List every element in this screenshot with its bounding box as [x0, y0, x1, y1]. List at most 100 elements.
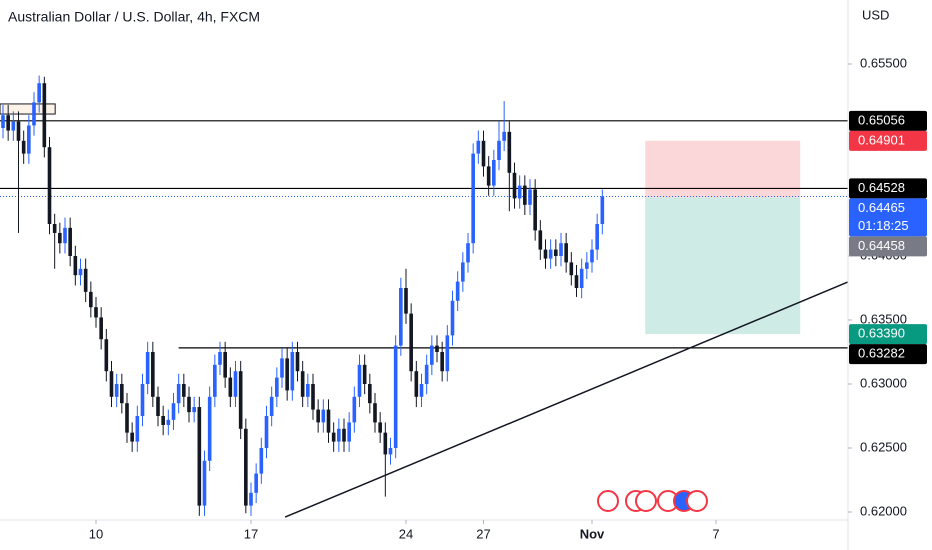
candle-body — [321, 409, 326, 423]
candle-body — [383, 432, 388, 455]
candle-body — [233, 371, 238, 397]
price-tag — [849, 344, 927, 365]
event-icon[interactable] — [635, 490, 657, 512]
price-tag — [849, 178, 927, 199]
candle-body — [362, 364, 367, 384]
price-tag — [849, 110, 927, 131]
candle-body — [388, 448, 393, 455]
price-tag-label: 0.65056 — [858, 112, 905, 127]
price-tag-label: 0.64528 — [858, 180, 905, 195]
y-tick-label: 0.62000 — [860, 503, 907, 518]
price-tag-label: 0.63282 — [858, 346, 905, 361]
candle-body — [419, 384, 424, 397]
x-tick-label: Nov — [580, 526, 605, 541]
candle-body — [352, 396, 357, 423]
y-tick-label: 0.63500 — [860, 311, 907, 326]
price-tag-label: 0.64465 — [858, 200, 905, 215]
candle-body — [42, 83, 47, 148]
candle-body — [182, 384, 186, 397]
candle-body — [290, 352, 295, 391]
candle-body — [73, 256, 78, 276]
candle-body — [218, 352, 222, 365]
countdown-label: 01:18:25 — [858, 218, 909, 233]
candle-body — [11, 121, 16, 131]
candle-body — [579, 268, 584, 288]
candle-body — [156, 396, 160, 416]
candle-body — [300, 371, 305, 397]
price-tag-label: 0.63390 — [858, 326, 905, 341]
candle-body — [585, 262, 589, 269]
plot-area — [0, 75, 849, 518]
candle-body — [254, 473, 258, 493]
candle-body — [130, 432, 134, 442]
x-tick-label: 7 — [712, 526, 719, 541]
event-icon[interactable] — [597, 490, 619, 512]
candle-body — [135, 416, 140, 442]
target-zone — [645, 197, 801, 335]
candle-body — [331, 432, 336, 442]
event-icons[interactable] — [597, 490, 708, 512]
candle-body — [316, 409, 320, 423]
candle-body — [109, 371, 114, 397]
candle-body — [393, 345, 398, 448]
candle-body — [202, 460, 207, 506]
candle-body — [21, 140, 26, 154]
event-icon[interactable] — [686, 490, 708, 512]
candle-body — [507, 131, 512, 173]
candle-body — [502, 131, 506, 141]
candle-body — [440, 352, 444, 372]
candle-body — [1, 115, 5, 128]
price-tag — [849, 324, 927, 345]
candle-body — [357, 364, 362, 397]
candle-body — [326, 409, 331, 433]
candle-body — [378, 422, 382, 433]
candle-body — [492, 160, 496, 186]
chart-title: Australian Dollar / U.S. Dollar, 4h, FXC… — [8, 9, 260, 25]
candle-body — [404, 288, 408, 314]
candle-body — [140, 384, 145, 416]
candle-body — [187, 396, 191, 413]
candle-body — [471, 153, 475, 244]
candle-body — [275, 377, 279, 397]
candle-body — [306, 384, 310, 397]
candle-body — [6, 115, 10, 131]
candle-body — [590, 249, 594, 263]
candle-body — [373, 403, 377, 423]
candle-body — [574, 275, 579, 288]
candle-body — [192, 407, 196, 413]
candle-body — [238, 371, 243, 429]
drawn-box — [0, 103, 56, 115]
x-tick-label: 27 — [476, 526, 490, 541]
y-tick-label: 0.63000 — [860, 375, 907, 390]
candle-body — [228, 377, 233, 397]
candle-body — [543, 249, 548, 259]
candle-body — [414, 371, 419, 397]
candle-body — [213, 364, 217, 397]
candle-body — [125, 403, 129, 433]
price-tag — [849, 236, 927, 257]
candle-body — [476, 140, 481, 154]
candle-body — [78, 268, 83, 276]
candle-body — [466, 243, 470, 263]
candle-body — [83, 268, 88, 292]
candle-body — [368, 384, 372, 404]
candle-body — [32, 102, 36, 126]
candle-body — [409, 313, 413, 372]
price-tag-label: 0.64458 — [858, 238, 905, 253]
candle-body — [512, 172, 517, 199]
candle-body — [554, 249, 558, 256]
candle-body — [249, 492, 253, 506]
candle-body — [455, 281, 460, 301]
candle-body — [559, 243, 563, 256]
candle-body — [223, 352, 227, 378]
candle-body — [264, 416, 269, 448]
candle-body — [89, 291, 93, 308]
candle-body — [94, 307, 98, 318]
candle-body — [600, 196, 605, 224]
candle-body — [337, 428, 341, 442]
candle-body — [244, 428, 248, 506]
y-tick-label: 0.65500 — [860, 55, 907, 70]
y-tick-label: 0.62500 — [860, 439, 907, 454]
